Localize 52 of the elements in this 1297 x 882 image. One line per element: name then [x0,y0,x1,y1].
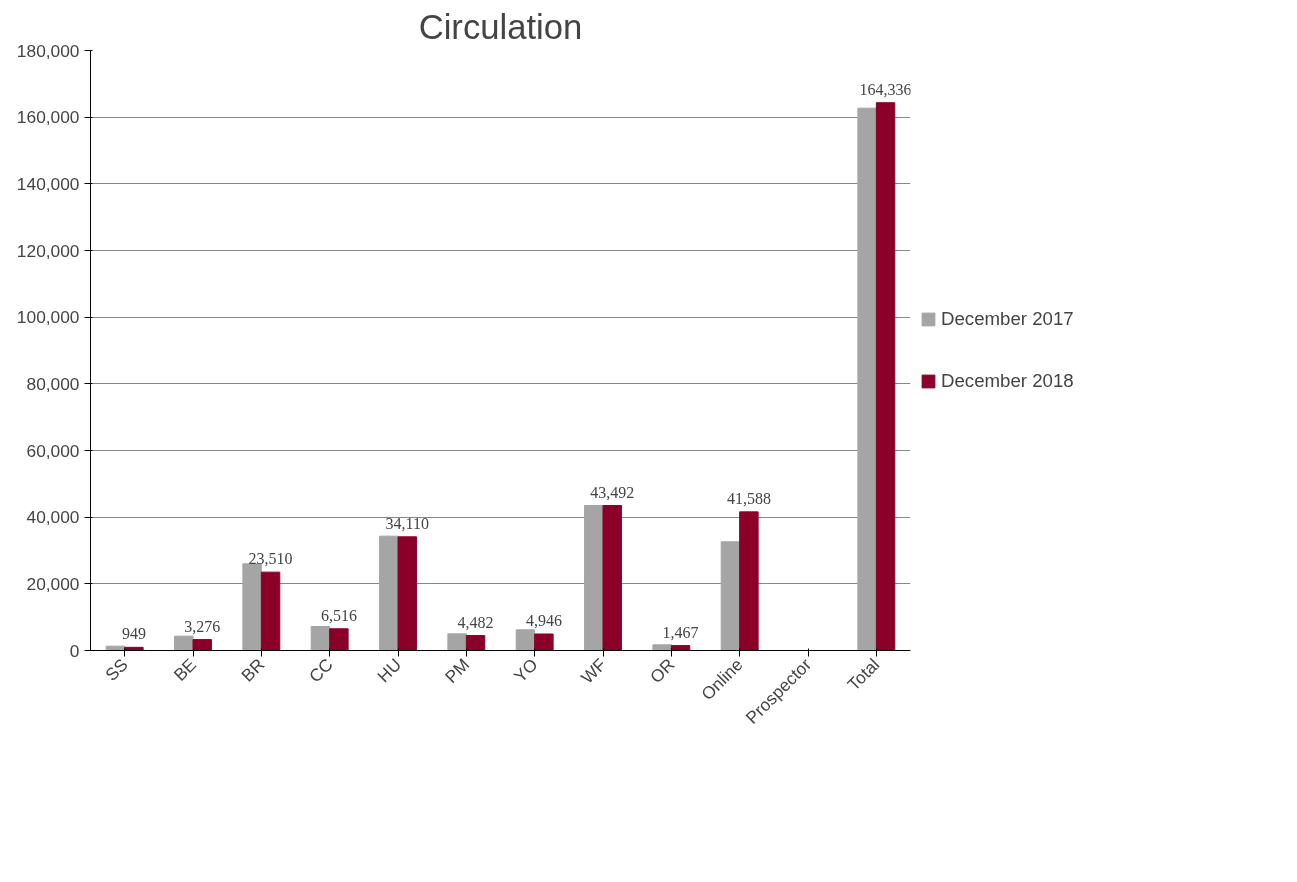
legend-label: December 2017 [941,308,1074,330]
bar [739,511,759,651]
bar [447,633,467,651]
bar [329,628,349,651]
chart-title: Circulation [418,7,583,46]
bar [652,644,672,651]
bar [310,626,331,651]
data-label: 6,516 [320,606,357,624]
y-tick-label: 160,000 [16,107,80,128]
y-tick-label: 0 [69,640,80,661]
data-label: 1,467 [662,623,699,641]
y-tick-label: 120,000 [16,240,80,261]
bar [397,536,417,651]
x-tick-label: BE [169,654,201,685]
y-tick-label: 180,000 [16,40,80,61]
data-label: 4,482 [457,613,494,631]
bar [192,639,212,651]
y-tick-label: 80,000 [26,373,80,394]
bar [174,635,194,651]
x-tick-label: OR [645,654,679,687]
data-label: 4,946 [525,612,562,630]
bar [875,102,896,651]
bar [670,645,691,651]
x-tick-label: YO [509,654,542,687]
data-label: 43,492 [590,483,635,501]
bar [465,635,486,651]
bar [720,541,741,651]
y-tick-label: 60,000 [26,440,80,461]
bar [602,505,622,651]
y-tick-label: 100,000 [16,307,80,328]
x-tick-label: BR [237,654,269,686]
y-tick-label: 40,000 [26,507,80,528]
x-tick-label: SS [101,654,132,685]
bar [379,535,399,651]
x-tick-label: HU [373,654,406,687]
legend-label: December 2018 [941,370,1074,392]
data-label: 3,276 [184,617,221,635]
bar [584,505,604,651]
bar [515,629,536,651]
y-tick-label: 140,000 [16,173,80,194]
bar [260,571,281,651]
data-label: 41,588 [726,489,771,507]
x-tick-label: CC [304,654,337,687]
x-tick-label: WF [576,654,611,688]
data-label: 164,336 [859,80,912,98]
y-tick-label: 20,000 [26,573,80,594]
bar [534,633,554,651]
data-label: 34,110 [385,514,429,532]
data-label: 23,510 [248,550,293,568]
x-tick-label: PM [440,654,474,687]
data-label: 949 [121,625,146,643]
bar [857,107,877,651]
